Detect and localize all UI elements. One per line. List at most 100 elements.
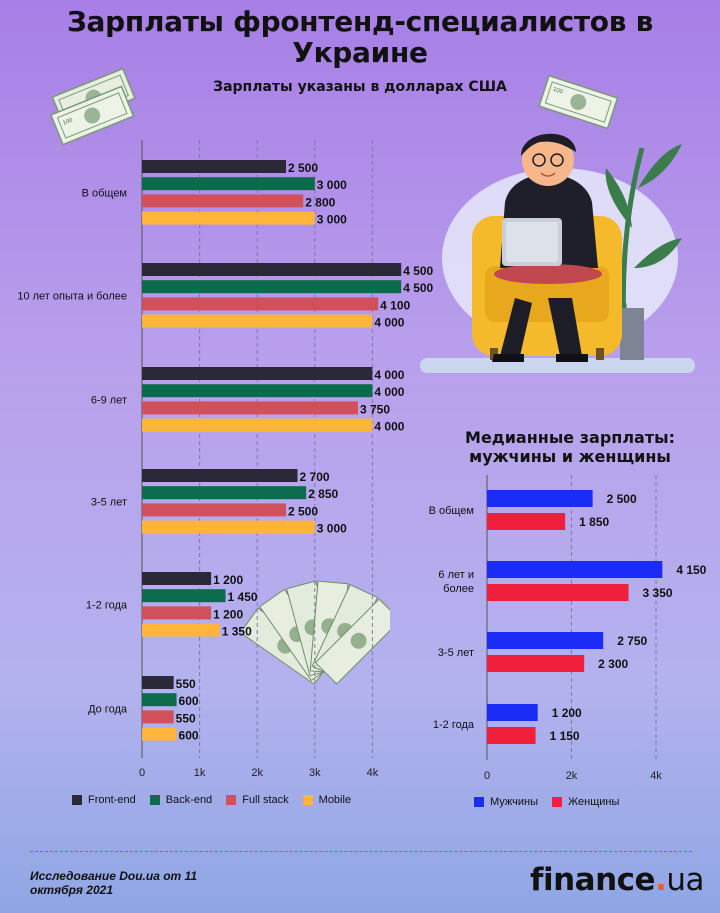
main-data-label-back-end: 3 000 [317,178,347,192]
main-data-label-mobile: 4 000 [374,420,404,434]
gender-data-label-женщины: 3 350 [643,586,673,600]
legend-label-full-stack: Full stack [242,794,289,806]
legend-item-mobile: Mobile [302,794,352,806]
gender-bar-женщины [487,655,585,672]
main-data-label-full-stack: 550 [176,711,196,725]
main-data-label-back-end: 600 [179,694,199,708]
gender-category-label-1: В общем [429,505,474,517]
main-bar-front-end [142,160,286,173]
main-data-label-back-end: 1 450 [228,590,258,604]
main-data-label-mobile: 1 350 [222,625,252,639]
legend-label-front-end: Front-end [88,794,136,806]
gender-data-label-мужчины: 2 500 [607,492,637,506]
legend-item-women: Женщины [552,796,619,808]
main-data-label-front-end: 1 200 [213,573,243,587]
gender-bar-женщины [487,727,536,744]
logo-name: finance [530,862,656,898]
legend-label-men: Мужчины [490,796,539,808]
gender-bar-мужчины [487,632,604,649]
svg-text:100: 100 [62,117,74,127]
legend-label-mobile: Mobile [318,794,352,806]
finance-ua-logo: finance.ua [530,862,705,898]
legend-swatch-men [474,797,484,807]
footer-divider [30,851,692,852]
main-bar-mobile [142,314,373,328]
main-bar-full-stack [142,401,358,415]
main-data-label-back-end: 4 000 [374,385,404,399]
gender-data-label-женщины: 1 850 [579,515,609,529]
main-data-label-mobile: 3 000 [317,213,347,227]
main-bar-mobile [142,418,373,432]
main-bar-front-end [142,676,174,689]
gender-chart-legend: Мужчины Женщины [474,796,633,808]
legend-item-back-end: Back-end [149,794,213,806]
gender-data-label-женщины: 1 150 [550,729,580,743]
main-data-label-full-stack: 2 800 [305,195,335,209]
main-data-label-back-end: 4 500 [403,281,433,295]
gender-data-label-мужчины: 1 200 [552,706,582,720]
gender-chart-title: Медианные зарплаты: мужчины и женщины [465,428,675,466]
page-subtitle: Зарплаты указаны в долларах США [213,79,507,95]
gender-bar-мужчины [487,490,593,507]
logo-dot: . [655,862,667,898]
main-bar-full-stack [142,297,379,311]
main-data-label-front-end: 4 500 [403,264,433,278]
main-category-label-1: В общем [82,187,127,199]
gender-category-label-4: 1-2 года [433,719,475,731]
main-data-label-front-end: 550 [176,677,196,691]
dollar-bill-illustration-topright: 100 [538,74,619,130]
main-x-tick-label: 2k [251,767,263,779]
person-with-laptop-illustration [420,133,695,373]
legend-label-back-end: Back-end [165,794,213,806]
legend-label-women: Женщины [568,796,620,808]
gender-bar-мужчины [487,704,538,721]
gender-data-label-женщины: 2 300 [598,657,628,671]
main-category-label-3: 6-9 лет [91,394,127,406]
main-bar-full-stack [142,194,304,208]
main-bar-back-end [142,177,315,191]
logo-tld: ua [666,862,705,898]
legend-swatch-women [552,797,563,807]
main-x-tick-label: 1k [194,767,206,779]
main-bar-front-end [142,469,298,482]
gender-data-label-мужчины: 2 750 [617,634,647,648]
main-bar-front-end [142,367,373,380]
legend-item-men: Мужчины [474,796,538,808]
main-bar-front-end [142,263,402,276]
main-bar-back-end [142,280,402,294]
gender-bar-женщины [487,584,629,601]
main-x-tick-label: 3k [309,767,321,779]
main-bar-back-end [142,384,373,398]
main-bar-full-stack [142,606,212,620]
main-bar-mobile [142,727,177,741]
source-note: Исследование Dou.ua от 11 октября 2021 [30,869,197,897]
main-x-tick-label: 4k [367,767,379,779]
legend-item-full-stack: Full stack [226,794,289,806]
main-category-label-5: 1-2 года [86,599,128,611]
main-bar-back-end [142,486,307,500]
svg-text:100: 100 [552,87,564,96]
money-fan-illustration [244,580,390,686]
gender-x-tick-label: 0 [484,770,490,782]
main-data-label-full-stack: 3 750 [360,402,390,416]
legend-item-front-end: Front-end [72,794,136,806]
main-bar-full-stack [142,710,174,724]
main-bar-full-stack [142,503,286,517]
main-data-label-back-end: 2 850 [308,487,338,501]
main-chart-legend: Front-end Back-end Full stack Mobile [72,794,365,806]
main-x-tick-label: 0 [139,767,145,779]
main-data-label-mobile: 600 [179,729,199,743]
main-data-label-front-end: 2 700 [300,470,330,484]
main-category-label-4: 3-5 лет [91,496,127,508]
main-category-label-6: До года [88,703,128,715]
main-data-label-full-stack: 2 500 [288,504,318,518]
legend-swatch-back-end [149,795,160,805]
main-bar-back-end [142,589,226,603]
gender-x-tick-label: 2k [566,770,578,782]
legend-swatch-mobile [302,795,313,805]
main-bar-front-end [142,572,212,585]
main-data-label-mobile: 4 000 [374,316,404,330]
main-data-label-full-stack: 4 100 [380,298,410,312]
gender-category-label-2: 6 лет и более [438,569,474,595]
